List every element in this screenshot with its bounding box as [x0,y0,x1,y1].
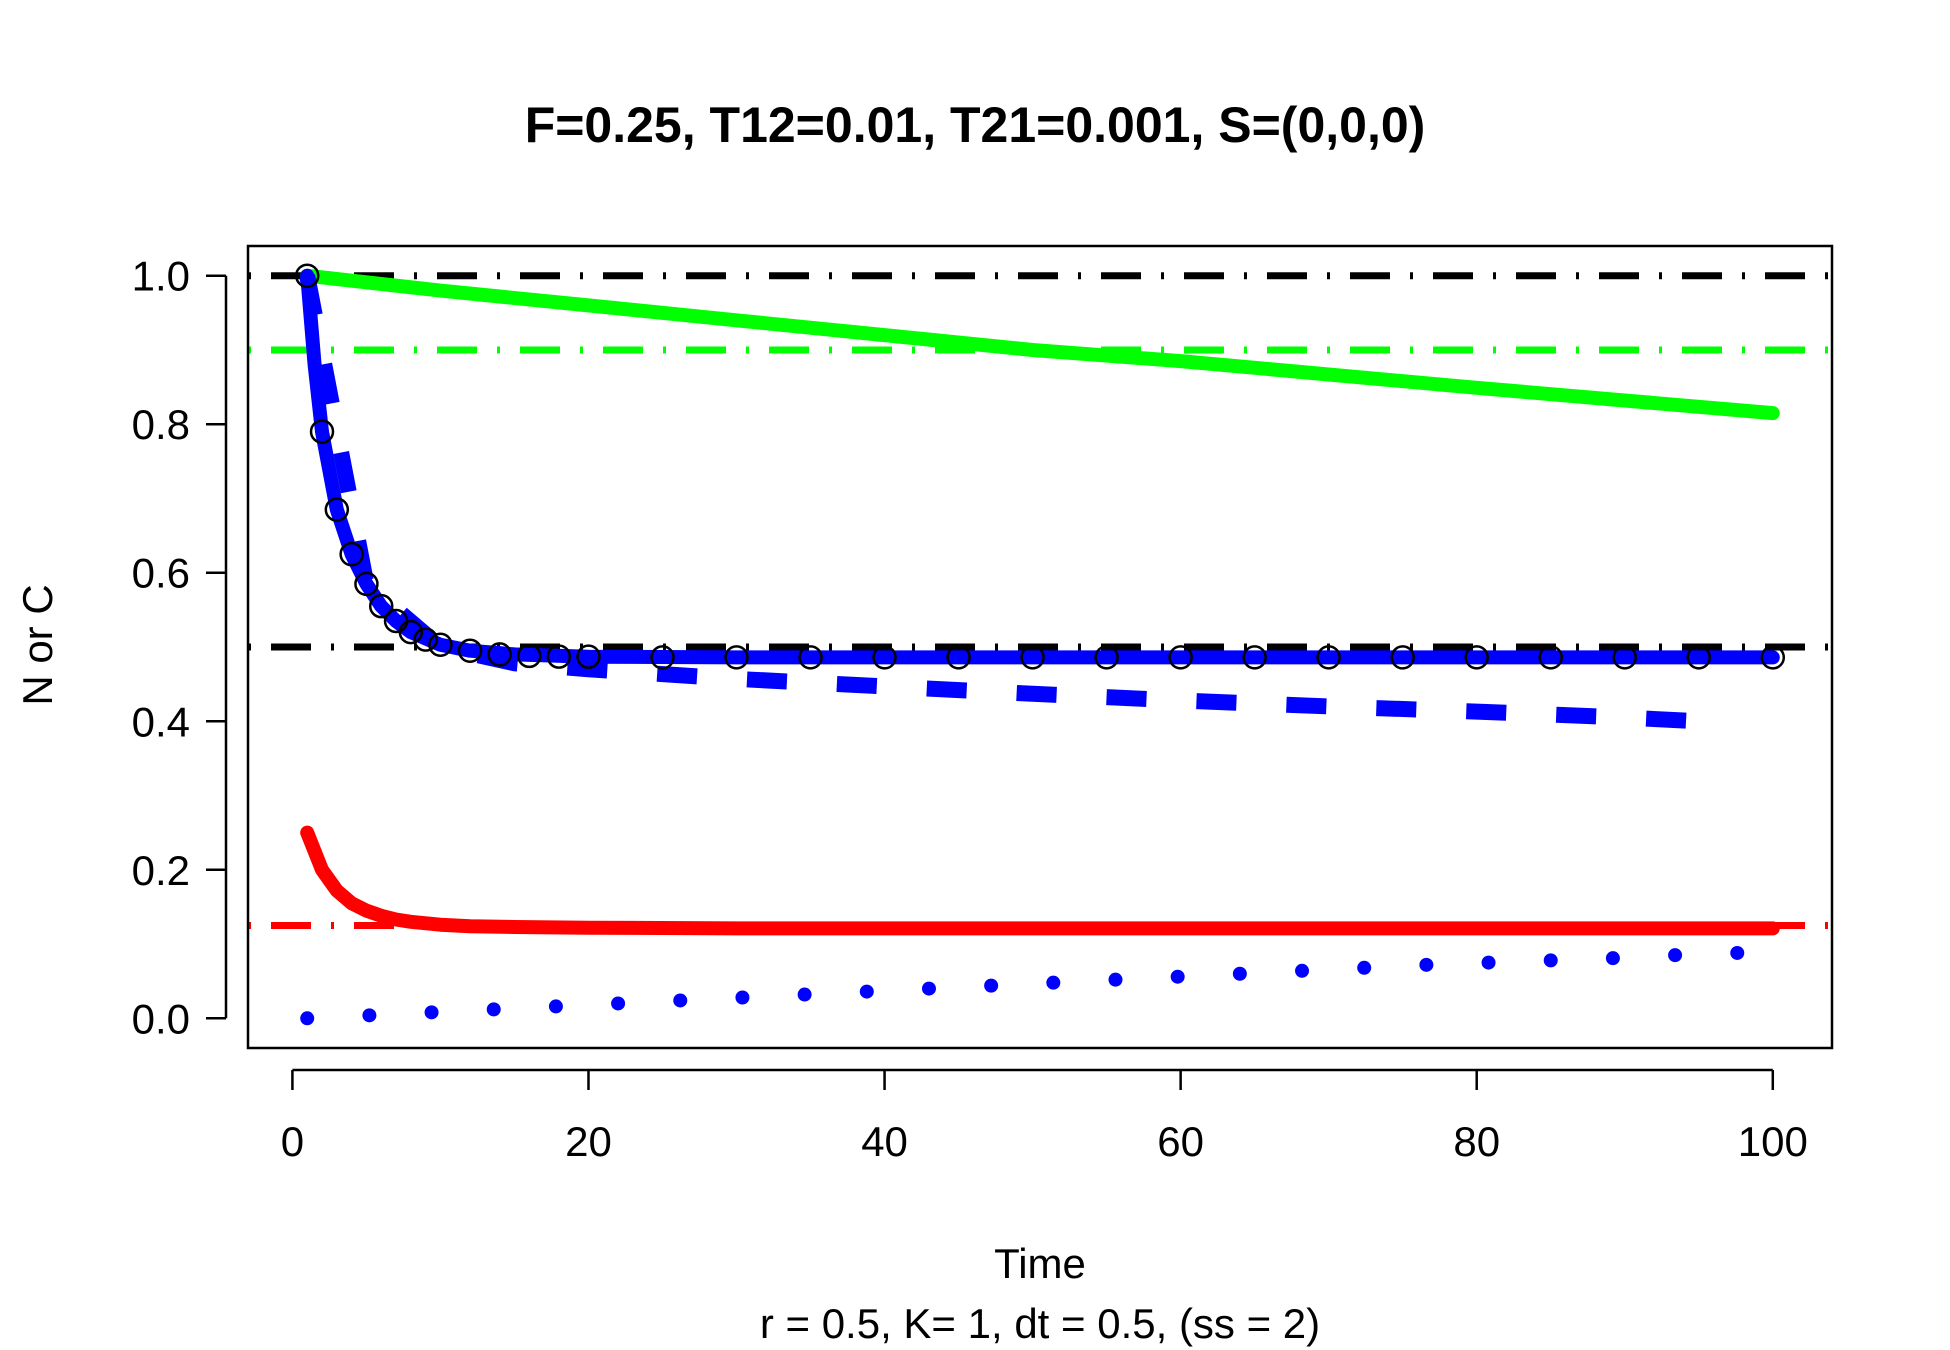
y-tick-label-3: 0.6 [132,550,190,597]
series-5-point-7 [398,619,424,645]
series-4-point-15 [1232,966,1247,981]
series-4-point-11 [984,978,999,993]
series-4-point-2 [424,1005,439,1020]
y-tick-label-4: 0.8 [132,401,190,448]
series-4-point-4 [548,999,563,1014]
series-4-point-18 [1419,957,1434,972]
x-tick-label-1: 20 [565,1118,612,1165]
series-4-point-10 [921,981,936,996]
series-4-point-21 [1605,951,1620,966]
series-2-line [299,274,1700,730]
series-4-point-17 [1357,960,1372,975]
series-5-point-8 [413,627,438,652]
series-5-point-21 [1094,645,1119,670]
series-4-point-7 [735,990,750,1005]
series-4-point-12 [1046,975,1061,990]
series-4-point-0 [300,1011,315,1026]
series-4-point-19 [1481,955,1496,970]
series-1-line [300,268,1780,665]
series-5-point-20 [1020,645,1045,670]
series-5-point-30 [1760,645,1786,670]
x-tick-label-2: 40 [861,1118,908,1165]
x-axis-label: Time [994,1240,1086,1287]
series-4-point-22 [1668,948,1683,963]
series-5-point-9 [428,632,453,658]
series-5-point-4 [354,571,379,597]
series-4-point-5 [611,996,626,1011]
y-axis-label: N or C [14,584,61,705]
series-5-point-22 [1168,645,1193,670]
series-5-point-29 [1686,645,1712,670]
series-4-point-8 [797,987,812,1002]
series-5-point-15 [650,645,675,670]
series-5-point-14 [576,644,601,669]
x-tick-label-5: 100 [1738,1118,1808,1165]
series-4-point-16 [1295,963,1310,978]
series-5-point-2 [324,497,350,522]
series-5-point-16 [724,645,749,670]
x-tick-label-0: 0 [281,1118,304,1165]
series-5-point-28 [1612,645,1637,670]
series-4-point-3 [486,1002,501,1017]
series-3-line [300,825,1780,936]
series-5-point-27 [1538,645,1563,670]
series-5-point-24 [1316,645,1341,670]
chart-title: F=0.25, T12=0.01, T21=0.001, S=(0,0,0) [525,97,1426,153]
series-5-point-25 [1390,645,1415,670]
y-tick-label-0: 0.0 [132,995,190,1042]
y-tick-label-2: 0.4 [132,698,190,745]
series-4-point-20 [1543,953,1558,968]
chart-subtitle: r = 0.5, K= 1, dt = 0.5, (ss = 2) [760,1300,1320,1347]
series-layer [294,263,1786,1026]
series-5-point-11 [487,642,512,667]
series-0-line [300,268,1780,421]
axes: 0 20 40 60 80 100 0.0 0.2 0.4 0.6 0.8 1.0 [132,253,1808,1165]
series-4-point-14 [1170,969,1185,984]
series-4-point-6 [673,993,688,1008]
plot-frame [246,244,1834,1050]
series-4-point-13 [1108,972,1123,987]
series-5-point-5 [368,593,394,619]
y-tick-label-1: 0.2 [132,847,190,894]
series-5-point-1 [309,419,335,444]
series-5-point-23 [1242,645,1267,670]
series-5-point-18 [872,645,897,670]
series-5-point-26 [1464,645,1489,670]
series-5-point-13 [546,644,572,669]
series-5-point-0 [294,263,320,288]
series-4-point-1 [362,1008,377,1023]
series-5-point-17 [798,645,823,670]
series-5-point-10 [457,638,483,663]
x-tick-label-3: 60 [1157,1118,1204,1165]
series-5-point-3 [339,541,364,567]
series-5-point-12 [517,643,542,669]
x-tick-label-4: 80 [1453,1118,1500,1165]
series-4-point-9 [859,984,874,999]
series-4-point-23 [1730,945,1745,960]
series-5-point-19 [946,645,971,670]
y-tick-label-5: 1.0 [132,253,190,300]
